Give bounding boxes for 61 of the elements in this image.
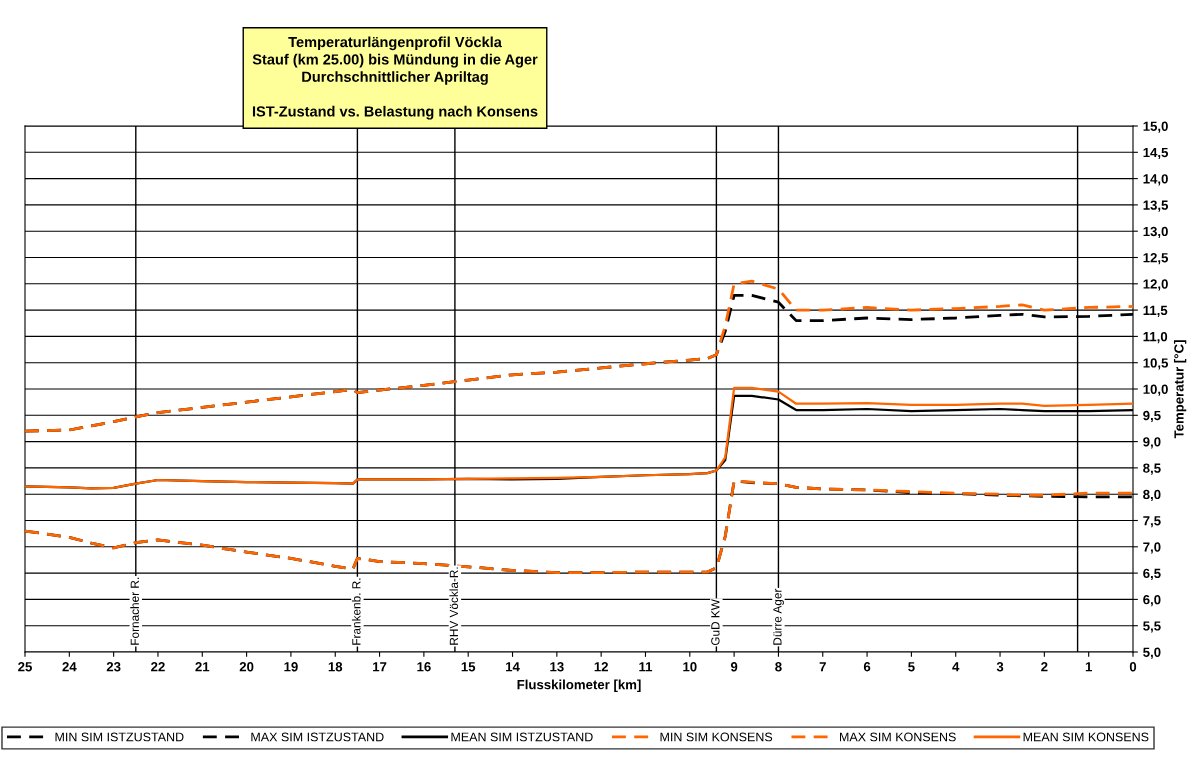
y-tick-label: 10,5 (1143, 358, 1169, 370)
ref-line-label: GuD KW (711, 599, 720, 646)
y-tick-label: 8,5 (1143, 463, 1161, 475)
y-tick-label: 13,0 (1143, 226, 1168, 239)
ref-line-label: Dürre Ager (773, 588, 784, 645)
x-tick-label: 9 (730, 662, 738, 672)
x-tick-label: 8 (775, 662, 782, 672)
legend-label: MEAN SIM ISTZUSTAND (451, 732, 593, 742)
x-tick-label: 20 (239, 662, 254, 672)
chart-title: Temperaturlängenprofil Vöckla Stauf (km 25.00) bis Mündung in die Ager Durchschnittlicher Apriltag IST-Zustand vs. Belastung nach Konsens (252, 36, 538, 120)
x-tick-label: 14 (506, 662, 520, 672)
x-tick-label: 24 (62, 662, 77, 672)
x-tick-label: 4 (952, 662, 960, 672)
y-tick-label: 7,5 (1143, 516, 1161, 528)
x-tick-label: 3 (996, 662, 1004, 672)
y-tick-label: 14,0 (1143, 174, 1168, 186)
x-tick-label: 7 (819, 662, 826, 672)
ref-line-label: RHV Vöckla-R. (449, 567, 459, 645)
x-tick-label: 12 (594, 662, 608, 672)
y-tick-label: 15,0 (1143, 121, 1168, 133)
ref-line-label: Fornacher R. (130, 577, 139, 645)
y-tick-label: 11,0 (1143, 331, 1168, 344)
x-tick-label: 15 (461, 662, 476, 672)
legend-label: MIN SIM ISTZUSTAND (55, 732, 184, 742)
ref-line-label: Frankenb. R. (351, 578, 361, 645)
legend-label: MAX SIM ISTZUSTAND (251, 732, 384, 742)
x-tick-label: 1 (1085, 662, 1092, 672)
y-tick-label: 7,0 (1143, 542, 1161, 554)
x-tick-label: 22 (151, 662, 165, 672)
x-tick-label: 5 (908, 662, 915, 672)
x-tick-label: 17 (373, 662, 387, 672)
x-tick-label: 6 (863, 662, 871, 672)
y-tick-label: 6,0 (1143, 594, 1161, 607)
legend-label: MEAN SIM KONSENS (1023, 732, 1149, 742)
x-axis-title: Flusskilometer [km] (517, 679, 641, 692)
x-tick-label: 18 (328, 662, 343, 672)
y-tick-label: 5,0 (1143, 647, 1161, 659)
x-tick-label: 2 (1041, 662, 1048, 672)
x-tick-label: 13 (550, 662, 564, 672)
x-tick-label: 16 (417, 662, 431, 672)
x-tick-label: 19 (284, 662, 298, 672)
y-tick-label: 5,5 (1143, 621, 1161, 633)
y-tick-label: 12,0 (1143, 279, 1168, 291)
legend-label: MAX SIM KONSENS (839, 732, 956, 742)
y-tick-label: 10,0 (1143, 384, 1168, 396)
y-tick-label: 9,0 (1143, 437, 1161, 449)
x-tick-label: 21 (195, 662, 210, 672)
y-tick-label: 14,5 (1143, 148, 1169, 160)
y-tick-label: 8,0 (1143, 489, 1161, 502)
y-tick-label: 6,5 (1143, 568, 1161, 580)
y-tick-label: 13,5 (1143, 200, 1169, 212)
y-tick-label: 12,5 (1143, 253, 1169, 265)
x-tick-label: 11 (639, 662, 653, 672)
y-tick-label: 11,5 (1143, 305, 1168, 317)
legend-label: MIN SIM KONSENS (660, 732, 773, 742)
y-axis-title: Temperatur [°C] (1173, 340, 1187, 439)
x-tick-label: 0 (1129, 662, 1137, 672)
x-tick-label: 10 (683, 662, 697, 672)
x-tick-label: 23 (106, 662, 121, 672)
y-tick-label: 9,5 (1143, 410, 1161, 423)
x-tick-label: 25 (18, 662, 32, 672)
